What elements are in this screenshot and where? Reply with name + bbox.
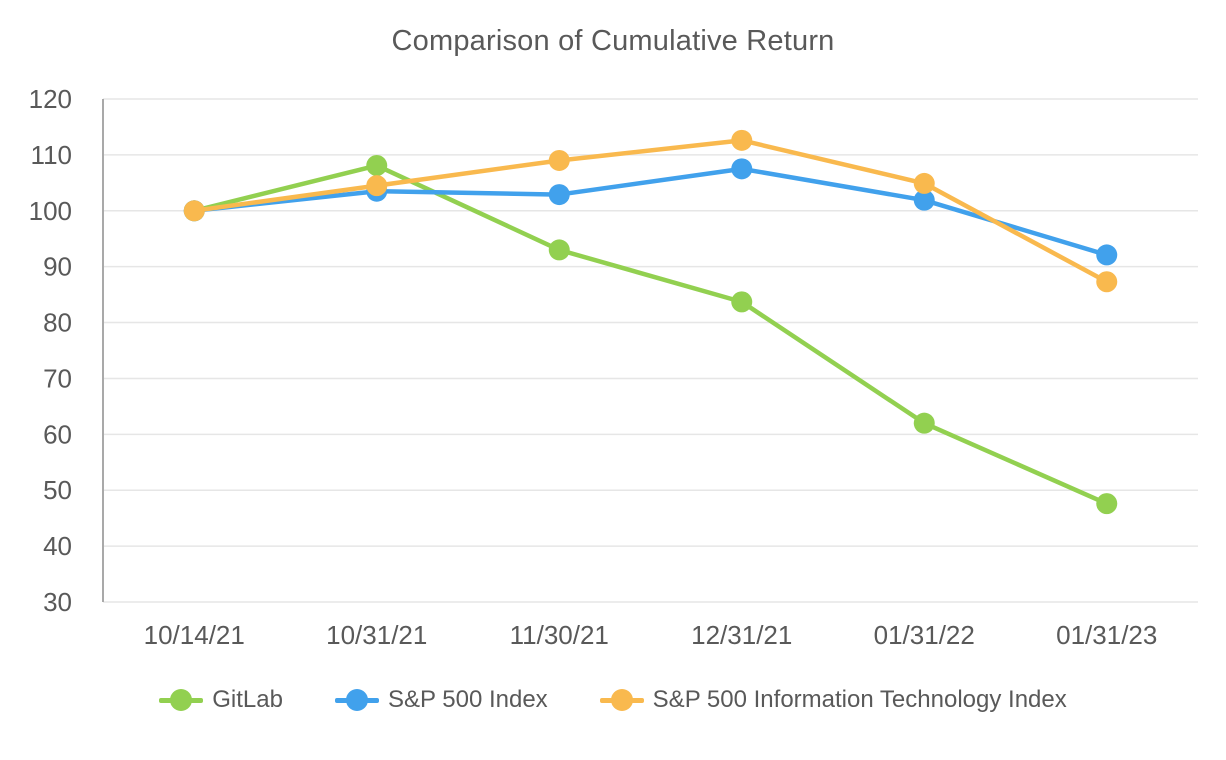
x-axis-tick-label: 10/14/21 — [144, 620, 245, 650]
data-point-marker — [548, 239, 570, 261]
y-axis-tick-label: 40 — [43, 531, 72, 561]
legend-item: GitLab — [159, 686, 283, 714]
legend-series-label: GitLab — [212, 686, 283, 713]
data-point-marker — [366, 175, 388, 197]
data-point-marker — [731, 129, 753, 151]
x-axis-tick-label: 11/30/21 — [510, 620, 609, 650]
series-line — [192, 163, 1109, 506]
data-point-marker — [548, 149, 570, 171]
series-line — [192, 166, 1109, 258]
legend-series-marker-icon — [159, 689, 204, 711]
data-point-marker — [913, 189, 935, 211]
chart-title: Comparison of Cumulative Return — [391, 25, 835, 57]
x-axis-tick-label: 01/31/22 — [874, 620, 975, 650]
y-axis-tick-label: 50 — [43, 475, 72, 505]
y-axis-tick-label: 90 — [43, 252, 72, 282]
data-point-marker — [1096, 244, 1118, 266]
data-point-marker — [913, 172, 935, 194]
legend-series-marker-icon — [599, 689, 644, 711]
data-point-marker — [366, 155, 388, 177]
y-axis-tick-label: 110 — [31, 140, 72, 170]
legend-series-label: S&P 500 Index — [387, 686, 548, 713]
data-point-marker — [548, 184, 570, 206]
data-point-marker — [1096, 493, 1118, 515]
x-axis-tick-label: 01/31/23 — [1056, 620, 1157, 650]
series-line — [192, 138, 1109, 285]
data-point-marker — [1096, 271, 1118, 293]
line-chart-plot-area: 30 40 50 60 70 80 90 100 110 120 10/14/21 10/31/21 1… — [29, 84, 1198, 650]
x-axis-tick-label: 12/31/21 — [691, 620, 792, 650]
legend-item: S&P 500 Index — [334, 686, 548, 714]
y-axis-tick-label: 100 — [29, 196, 72, 226]
legend-series-label: S&P 500 Information Technology Index — [652, 686, 1067, 713]
x-axis-tick-label: 10/31/21 — [326, 620, 427, 650]
y-axis-tick-label: 120 — [29, 84, 72, 114]
y-axis-tick-label: 70 — [43, 363, 72, 393]
chart-legend: GitLab S&P 500 Index S&P 500 Information T… — [0, 686, 1226, 714]
data-point-marker — [731, 291, 753, 313]
data-point-marker — [913, 412, 935, 434]
legend-item: S&P 500 Information Technology Index — [599, 686, 1067, 714]
legend-series-marker-icon — [334, 689, 379, 711]
y-axis-tick-label: 60 — [43, 419, 72, 449]
y-axis-tick-label: 30 — [43, 587, 72, 617]
data-point-marker — [731, 158, 753, 180]
data-point-marker — [183, 200, 205, 222]
y-axis-tick-label: 80 — [43, 308, 72, 338]
